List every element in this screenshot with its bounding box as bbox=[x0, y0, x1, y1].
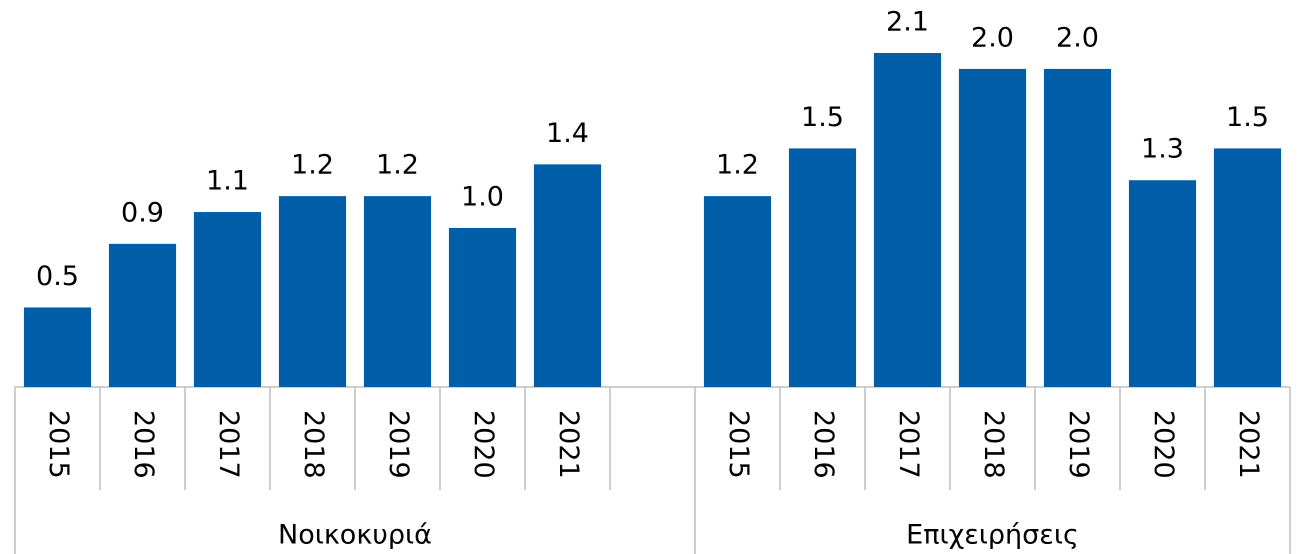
value-label: 1.2 bbox=[291, 150, 334, 181]
value-label: 2.0 bbox=[1056, 22, 1099, 53]
bar bbox=[533, 164, 602, 387]
x-tick-label: 2017 bbox=[893, 410, 924, 479]
value-label: 1.5 bbox=[801, 102, 844, 133]
value-label: 1.4 bbox=[546, 118, 589, 149]
bar bbox=[788, 148, 857, 387]
x-tick-label: 2021 bbox=[553, 410, 584, 479]
value-label: 0.5 bbox=[36, 261, 79, 292]
value-label: 1.5 bbox=[1226, 102, 1269, 133]
group-label: Επιχειρήσεις bbox=[906, 520, 1079, 551]
x-tick-label: 2015 bbox=[43, 410, 74, 479]
bar bbox=[193, 212, 262, 387]
value-label: 2.1 bbox=[886, 7, 929, 38]
bar bbox=[873, 53, 942, 387]
x-tick-label: 2018 bbox=[298, 410, 329, 479]
x-tick-label: 2016 bbox=[808, 410, 839, 479]
value-label: 0.9 bbox=[121, 197, 164, 228]
x-tick-label: 2018 bbox=[978, 410, 1009, 479]
bar bbox=[1043, 68, 1112, 388]
value-label: 1.2 bbox=[376, 150, 419, 181]
x-tick-label: 2019 bbox=[383, 410, 414, 479]
x-tick-label: 2021 bbox=[1233, 410, 1264, 479]
bar bbox=[278, 196, 347, 387]
value-label: 1.3 bbox=[1141, 134, 1184, 165]
value-label: 1.2 bbox=[716, 150, 759, 181]
value-label: 1.1 bbox=[206, 166, 249, 197]
bar bbox=[108, 243, 177, 387]
value-label: 2.0 bbox=[971, 22, 1014, 53]
bar bbox=[703, 196, 772, 387]
x-tick-label: 2016 bbox=[128, 410, 159, 479]
bar bbox=[1213, 148, 1282, 387]
bar bbox=[23, 307, 92, 387]
x-tick-label: 2020 bbox=[1148, 410, 1179, 479]
bar bbox=[363, 196, 432, 387]
group-label: Νοικοκυριά bbox=[278, 520, 432, 551]
x-tick-label: 2019 bbox=[1063, 410, 1094, 479]
bar bbox=[448, 227, 517, 387]
bar bbox=[958, 68, 1027, 388]
bar bbox=[1128, 180, 1197, 387]
x-tick-label: 2015 bbox=[723, 410, 754, 479]
value-label: 1.0 bbox=[461, 181, 504, 212]
x-tick-label: 2017 bbox=[213, 410, 244, 479]
x-tick-label: 2020 bbox=[468, 410, 499, 479]
